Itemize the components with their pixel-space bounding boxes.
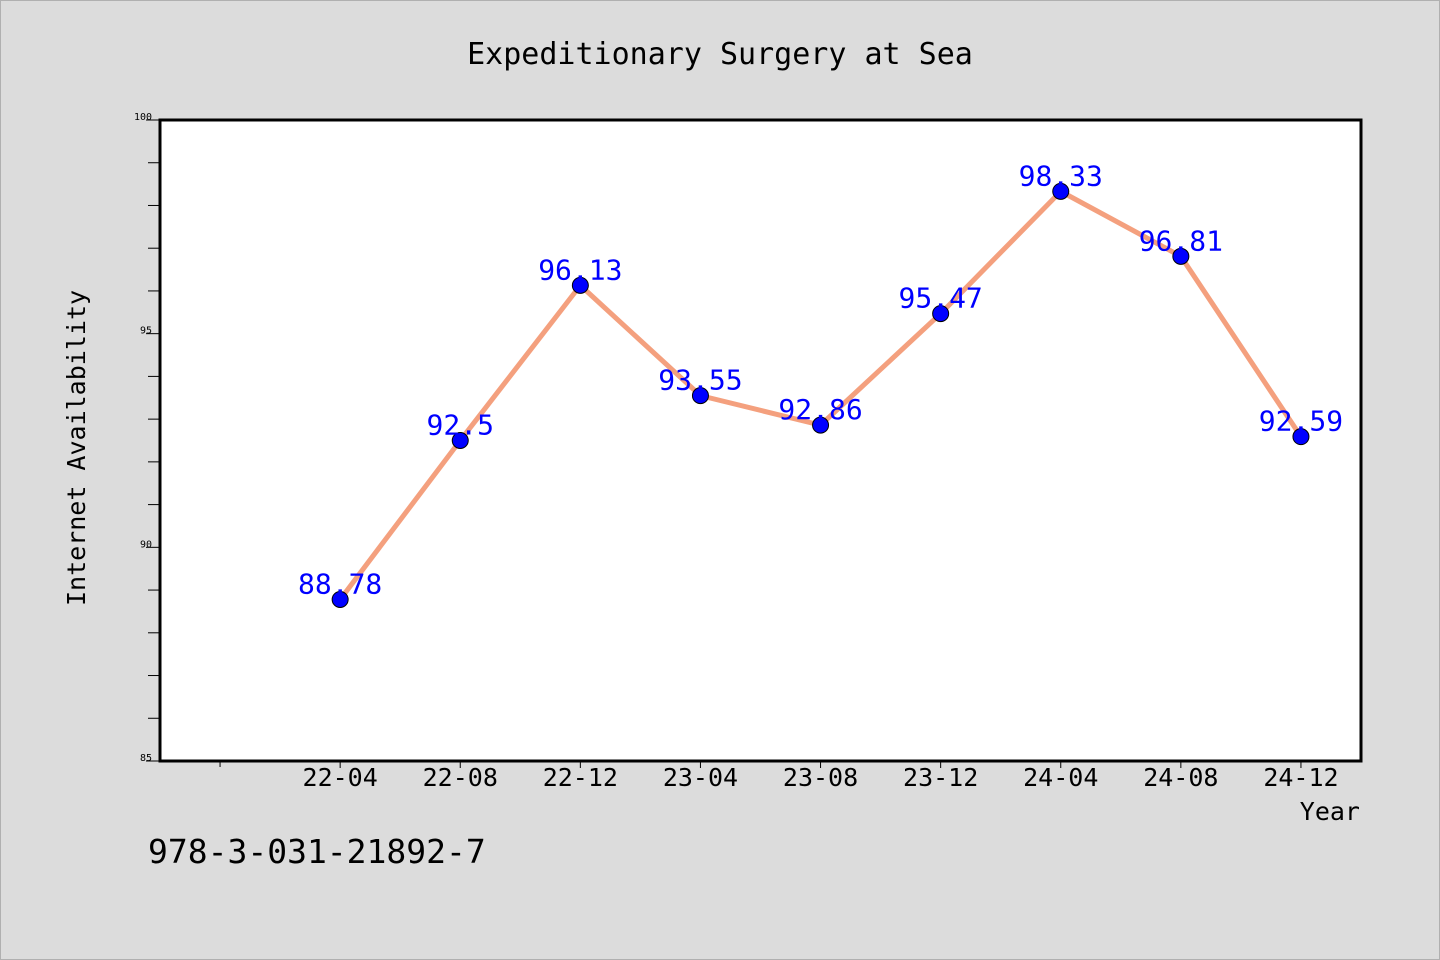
data-point [1292,428,1310,446]
data-label: 95.47 [899,282,983,315]
y-tick-label: 95 [140,326,152,337]
data-label: 92.59 [1259,405,1343,438]
data-label: 98.33 [1019,159,1103,192]
data-label: 96.81 [1139,224,1223,257]
y-axis: 85 90 95 100 [134,112,160,764]
isbn-caption: 978-3-031-21892-7 [148,832,486,871]
x-tick-label: 24-08 [1143,763,1218,792]
y-tick-label: 90 [140,539,152,550]
data-point [1052,182,1070,200]
data-point [812,416,830,434]
data-point [1172,247,1190,265]
chart-title: Expeditionary Surgery at Sea [467,37,973,72]
data-label: 93.55 [658,364,742,397]
x-axis: 22-04 22-08 22-12 23-04 23-08 23-12 24-04 24-08… [219,761,1339,792]
plot-area [158,118,1363,763]
data-point [691,387,709,405]
series-group: 88.78 92.5 96.13 93.55 92.86 95.47 98.33 96.81 9… [298,159,1343,608]
y-axis-label: Internet Availability [62,290,91,606]
data-point [571,276,589,294]
x-tick-label: 22-04 [303,763,378,792]
data-point [932,305,950,323]
data-label: 88.78 [298,567,382,600]
x-tick-label: 22-08 [423,763,498,792]
x-tick-label: 24-04 [1023,763,1098,792]
x-tick-label: 24-12 [1263,763,1338,792]
data-label: 92.5 [427,409,494,442]
x-tick-label: 23-04 [663,763,738,792]
x-axis-label: Year [1300,797,1360,826]
data-label: 92.86 [778,393,862,426]
x-tick-label: 23-08 [783,763,858,792]
y-tick-label: 85 [140,753,152,764]
data-label: 96.13 [538,253,622,286]
y-tick-label: 100 [134,112,152,123]
x-tick-label: 22-12 [543,763,618,792]
data-point [451,432,469,449]
data-point [331,590,349,608]
x-tick-label: 23-12 [903,763,978,792]
